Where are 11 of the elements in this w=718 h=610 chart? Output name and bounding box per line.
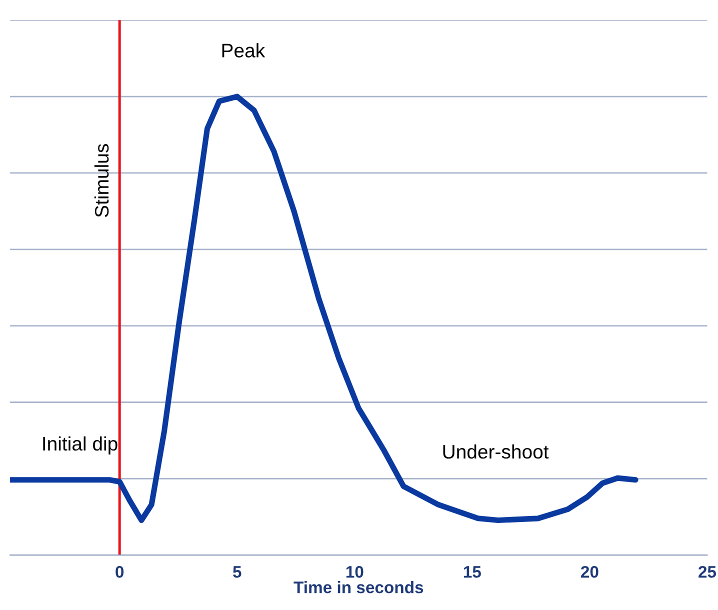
ref-line-label: Stimulus xyxy=(94,144,109,218)
x-tick-label: 25 xyxy=(698,566,716,578)
x-axis-title: Time in seconds xyxy=(294,581,424,594)
x-tick-label: 10 xyxy=(346,566,364,578)
x-tick-label: 20 xyxy=(581,566,598,578)
annotation: Initial dip xyxy=(43,436,118,454)
annotation: Under-shoot xyxy=(443,444,549,459)
x-tick-label: 15 xyxy=(464,566,481,578)
x-tick-label: 0 xyxy=(116,566,124,578)
text: Peak xyxy=(222,43,266,58)
x-tick-label: 5 xyxy=(232,566,242,578)
